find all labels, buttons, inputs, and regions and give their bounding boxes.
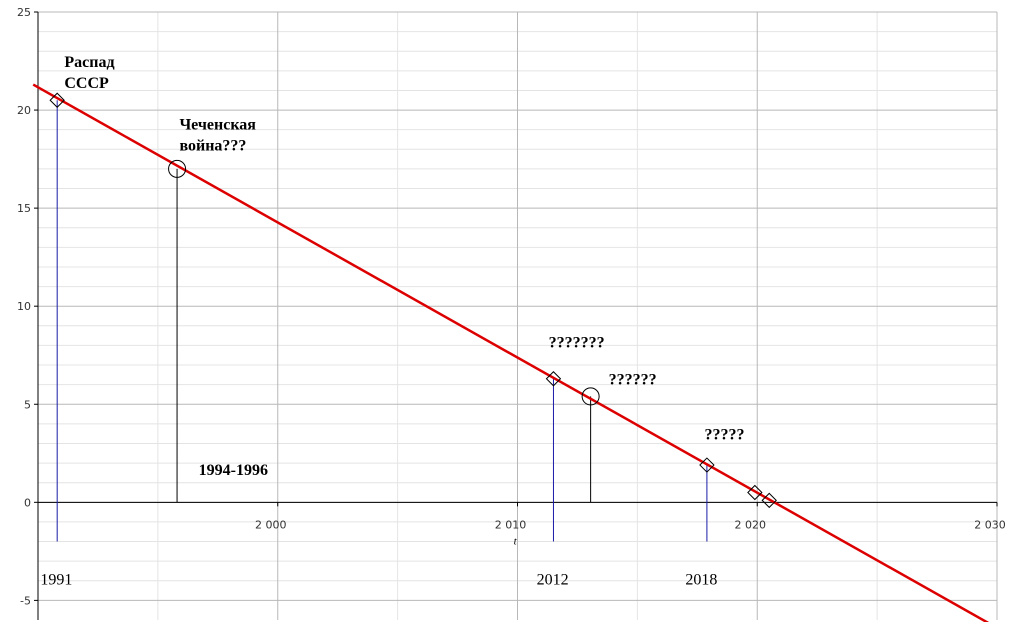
annotation-label: Чеченская война??? [179,117,256,155]
annotation-label: 1991 [40,572,72,589]
stem-lines [56,100,708,542]
annotation-line: Распад [64,54,114,71]
y-tick-label: 15 [17,202,31,215]
annotation-line: ??????? [549,334,605,351]
x-tick-label: 2 020 [735,518,767,531]
annotation-line: 2018 [685,572,717,589]
x-tick-label: 2 010 [495,518,527,531]
annotation-line: СССР [64,75,109,92]
annotation-line: 1994-1996 [199,462,268,479]
diamond-marker [49,92,65,108]
diamond-marker [761,492,777,509]
trend-series-line [32,83,990,622]
circle-marker [581,387,600,406]
annotations: Распад СССР Чеченская война??? 1994-1996????… [40,54,744,589]
annotation-line: ????? [705,427,745,444]
annotation-line: 1991 [40,572,72,589]
diamond-marker [699,457,715,473]
diamond-marker [747,484,763,501]
trend-line [32,83,990,622]
y-tick-label: 5 [24,398,31,411]
data-markers [49,92,777,509]
axes: -5 0 5 10 15 20 25 2 000 2 010 2 020 2 030 t [17,6,1006,620]
annotation-line: ?????? [609,372,657,389]
y-tick-label: 10 [17,300,31,313]
annotation-line: Чеченская [179,117,256,134]
y-tick-label: 25 [17,6,31,19]
x-tick-label: 2 030 [974,518,1006,531]
annotation-label: 2012 [537,572,569,589]
x-tick-label: 2 000 [255,518,287,531]
annotation-line: война??? [179,138,246,155]
annotation-label: 2018 [685,572,717,589]
circle-marker [168,159,187,178]
annotation-label: ????? [705,427,745,444]
annotation-label: Распад СССР [64,54,114,92]
y-tick-label: -5 [20,594,31,607]
x-axis-label: t [514,535,518,547]
y-tick-label: 0 [24,496,31,509]
y-tick-label: 20 [17,104,31,117]
diamond-marker [545,371,562,387]
annotation-line: 2012 [537,572,569,589]
annotation-label: ?????? [609,372,657,389]
annotation-label: 1994-1996 [199,462,268,479]
annotation-label: ??????? [549,334,605,351]
